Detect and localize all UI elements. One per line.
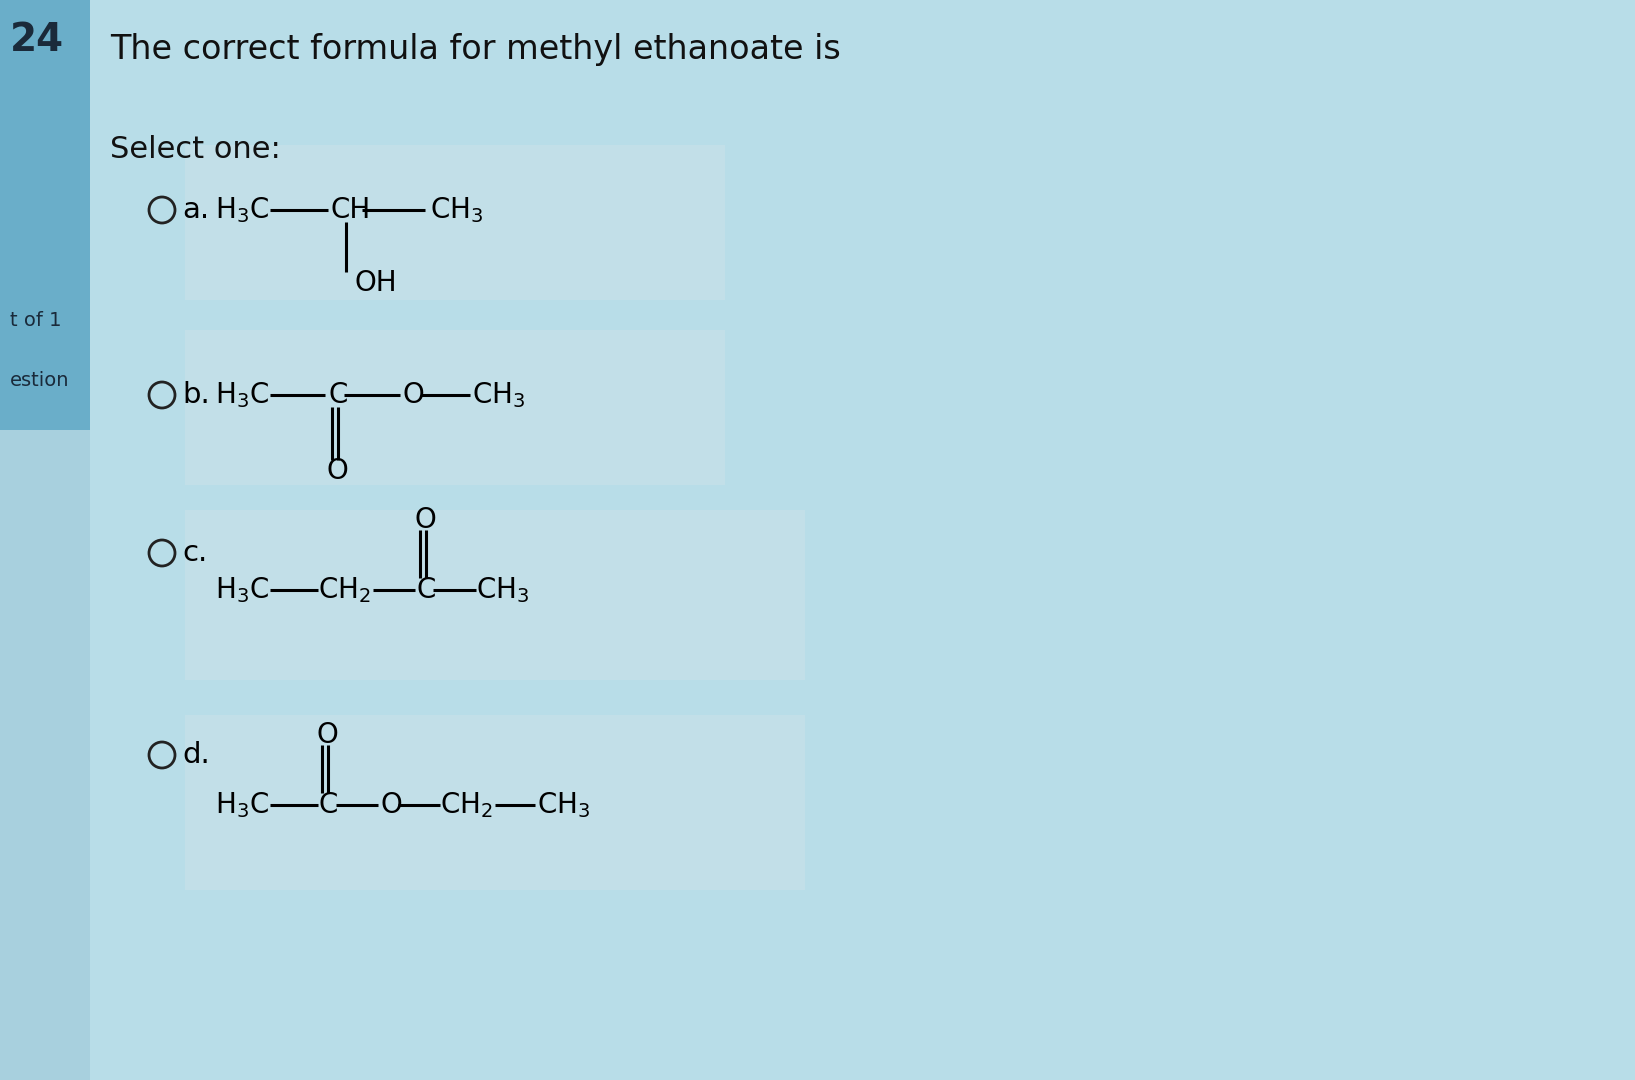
Bar (185, 145, 724, 300)
Text: c.: c. (181, 539, 208, 567)
Text: O: O (415, 507, 437, 534)
Text: b.: b. (181, 381, 209, 409)
Bar (185, 510, 804, 680)
Text: O: O (327, 457, 348, 485)
Bar (0, 430, 90, 1080)
Text: The correct formula for methyl ethanoate is: The correct formula for methyl ethanoate… (110, 33, 840, 67)
Text: H$_3$C: H$_3$C (214, 195, 270, 225)
Bar (185, 330, 724, 485)
Text: CH$_3$: CH$_3$ (473, 380, 525, 410)
Text: C: C (329, 381, 347, 409)
Text: CH$_3$: CH$_3$ (536, 791, 590, 820)
Text: Select one:: Select one: (110, 135, 281, 164)
Text: O: O (402, 381, 425, 409)
Bar (185, 715, 804, 890)
Text: CH$_3$: CH$_3$ (476, 575, 530, 605)
Text: C: C (317, 791, 337, 819)
Text: CH$_2$: CH$_2$ (317, 575, 371, 605)
Text: CH$_2$: CH$_2$ (440, 791, 492, 820)
Text: H$_3$C: H$_3$C (214, 380, 270, 410)
Text: C: C (415, 576, 435, 604)
Text: CH$_3$: CH$_3$ (430, 195, 484, 225)
Text: OH: OH (355, 269, 397, 297)
Text: H$_3$C: H$_3$C (214, 791, 270, 820)
Text: 24: 24 (10, 21, 64, 59)
Bar (0, 0, 90, 430)
Text: estion: estion (10, 370, 70, 390)
Text: O: O (317, 721, 338, 750)
Text: t of 1: t of 1 (10, 311, 62, 329)
Text: O: O (379, 791, 402, 819)
Text: CH: CH (330, 195, 370, 224)
Text: H$_3$C: H$_3$C (214, 575, 270, 605)
Text: a.: a. (181, 195, 209, 224)
Text: d.: d. (181, 741, 209, 769)
